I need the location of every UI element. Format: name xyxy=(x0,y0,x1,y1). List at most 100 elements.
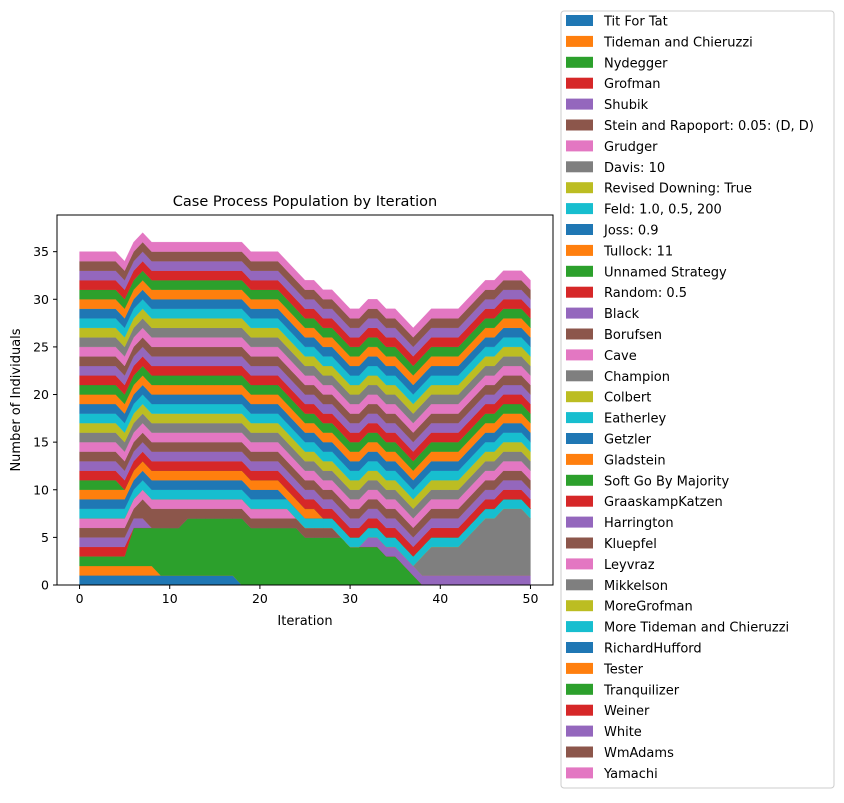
x-tick-label: 40 xyxy=(432,591,448,606)
legend-label: Leyvraz xyxy=(604,558,655,573)
legend-item: Nydegger xyxy=(566,56,668,71)
legend-swatch xyxy=(566,244,593,256)
legend-swatch xyxy=(566,203,593,215)
legend-label: Mikkelson xyxy=(604,579,668,594)
legend-item: Leyvraz xyxy=(566,558,655,573)
legend-label: Random: 0.5 xyxy=(604,286,687,301)
legend-label: Black xyxy=(604,307,640,322)
legend-item: Grofman xyxy=(566,77,661,92)
legend-swatch xyxy=(566,349,593,361)
legend-label: Yamachi xyxy=(603,767,658,782)
y-tick-label: 10 xyxy=(33,482,49,497)
legend-label: More Tideman and Chieruzzi xyxy=(604,621,789,636)
legend-swatch xyxy=(566,15,593,26)
y-axis-label: Number of Individuals xyxy=(9,328,24,471)
legend-swatch xyxy=(566,537,593,549)
legend-swatch xyxy=(566,433,593,444)
legend-swatch xyxy=(566,579,593,591)
legend-item: Unnamed Strategy xyxy=(566,265,727,280)
y-tick-label: 30 xyxy=(33,292,49,307)
area-series-36 xyxy=(79,232,531,338)
legend-swatch xyxy=(566,119,593,131)
legend-item: RichardHufford xyxy=(566,642,702,657)
legend-swatch xyxy=(566,35,593,47)
y-tick-label: 35 xyxy=(33,244,49,259)
legend-swatch xyxy=(566,56,593,68)
legend-label: Shubik xyxy=(604,98,649,113)
legend-item: Soft Go By Majority xyxy=(566,474,729,489)
legend-label: Colbert xyxy=(604,391,651,406)
legend-swatch xyxy=(566,474,593,486)
legend-label: Cave xyxy=(604,349,637,364)
legend-item: Joss: 0.9 xyxy=(566,224,659,239)
y-tick-label: 25 xyxy=(33,339,49,354)
legend-label: Grofman xyxy=(604,77,661,92)
legend-item: Tit For Tat xyxy=(566,15,668,30)
legend-item: MoreGrofman xyxy=(566,600,693,615)
legend-swatch xyxy=(566,704,593,716)
legend-label: Gladstein xyxy=(604,453,666,468)
legend-label: Joss: 0.9 xyxy=(603,224,659,239)
legend-swatch xyxy=(566,558,593,570)
x-tick-label: 20 xyxy=(252,591,268,606)
legend-item: Revised Downing: True xyxy=(566,182,752,197)
legend-item: Borufsen xyxy=(566,328,662,343)
legend-item: Feld: 1.0, 0.5, 200 xyxy=(566,203,722,218)
legend-swatch xyxy=(566,725,593,737)
legend-swatch xyxy=(566,224,593,235)
legend-swatch xyxy=(566,307,593,319)
y-tick-label: 0 xyxy=(41,578,49,593)
legend-swatch xyxy=(566,746,593,758)
legend-swatch xyxy=(566,683,593,695)
x-tick-label: 0 xyxy=(76,591,84,606)
legend-item: Stein and Rapoport: 0.05: (D, D) xyxy=(566,119,814,134)
legend-item: Tullock: 11 xyxy=(566,244,673,259)
legend-item: White xyxy=(566,725,642,740)
legend-swatch xyxy=(566,621,593,633)
legend-swatch xyxy=(566,495,593,507)
legend-swatch xyxy=(566,453,593,465)
legend-label: Weiner xyxy=(604,704,650,719)
legend-item: WmAdams xyxy=(566,746,674,761)
legend-item: Mikkelson xyxy=(566,579,668,594)
legend-swatch xyxy=(566,412,593,424)
legend-label: Tit For Tat xyxy=(603,15,668,30)
legend-item: Grudger xyxy=(566,140,658,155)
y-tick-label: 20 xyxy=(33,387,49,402)
y-tick-label: 15 xyxy=(33,435,49,450)
chart-title: Case Process Population by Iteration xyxy=(173,194,437,210)
legend-label: Feld: 1.0, 0.5, 200 xyxy=(604,203,722,218)
legend-item: GraaskampKatzen xyxy=(566,495,723,510)
legend-label: Tideman and Chieruzzi xyxy=(603,35,753,50)
plot-frame xyxy=(56,214,554,586)
legend-item: Cave xyxy=(566,349,637,364)
y-axis: 0 5 10 15 20 25 30 35 xyxy=(33,244,57,593)
legend-item: Getzler xyxy=(566,433,652,448)
legend-swatch xyxy=(566,600,593,612)
legend-label: Eatherley xyxy=(604,412,666,427)
legend-item: Gladstein xyxy=(566,453,666,468)
legend-item: Harrington xyxy=(566,516,674,531)
legend-swatch xyxy=(566,182,593,194)
legend-label: Stein and Rapoport: 0.05: (D, D) xyxy=(604,119,814,134)
legend-swatch xyxy=(566,662,593,674)
legend-item: Champion xyxy=(566,370,670,385)
legend-label: Getzler xyxy=(604,433,652,448)
legend-item: Tideman and Chieruzzi xyxy=(566,35,753,50)
legend-item: Weiner xyxy=(566,704,650,719)
legend-item: More Tideman and Chieruzzi xyxy=(566,621,789,636)
legend-item: Colbert xyxy=(566,391,651,406)
legend-label: WmAdams xyxy=(604,746,674,761)
legend-swatch xyxy=(566,286,593,298)
legend-item: Yamachi xyxy=(566,767,658,782)
x-axis-label: Iteration xyxy=(277,614,332,629)
legend-swatch xyxy=(566,391,593,403)
legend-label: Harrington xyxy=(604,516,674,531)
legend-swatch xyxy=(566,265,593,277)
legend-item: Random: 0.5 xyxy=(566,286,687,301)
legend: Tit For Tat Tideman and Chieruzzi Nydegger… xyxy=(560,10,835,789)
legend-swatch xyxy=(566,516,593,528)
legend-label: GraaskampKatzen xyxy=(604,495,723,510)
legend-label: Tester xyxy=(603,662,644,677)
